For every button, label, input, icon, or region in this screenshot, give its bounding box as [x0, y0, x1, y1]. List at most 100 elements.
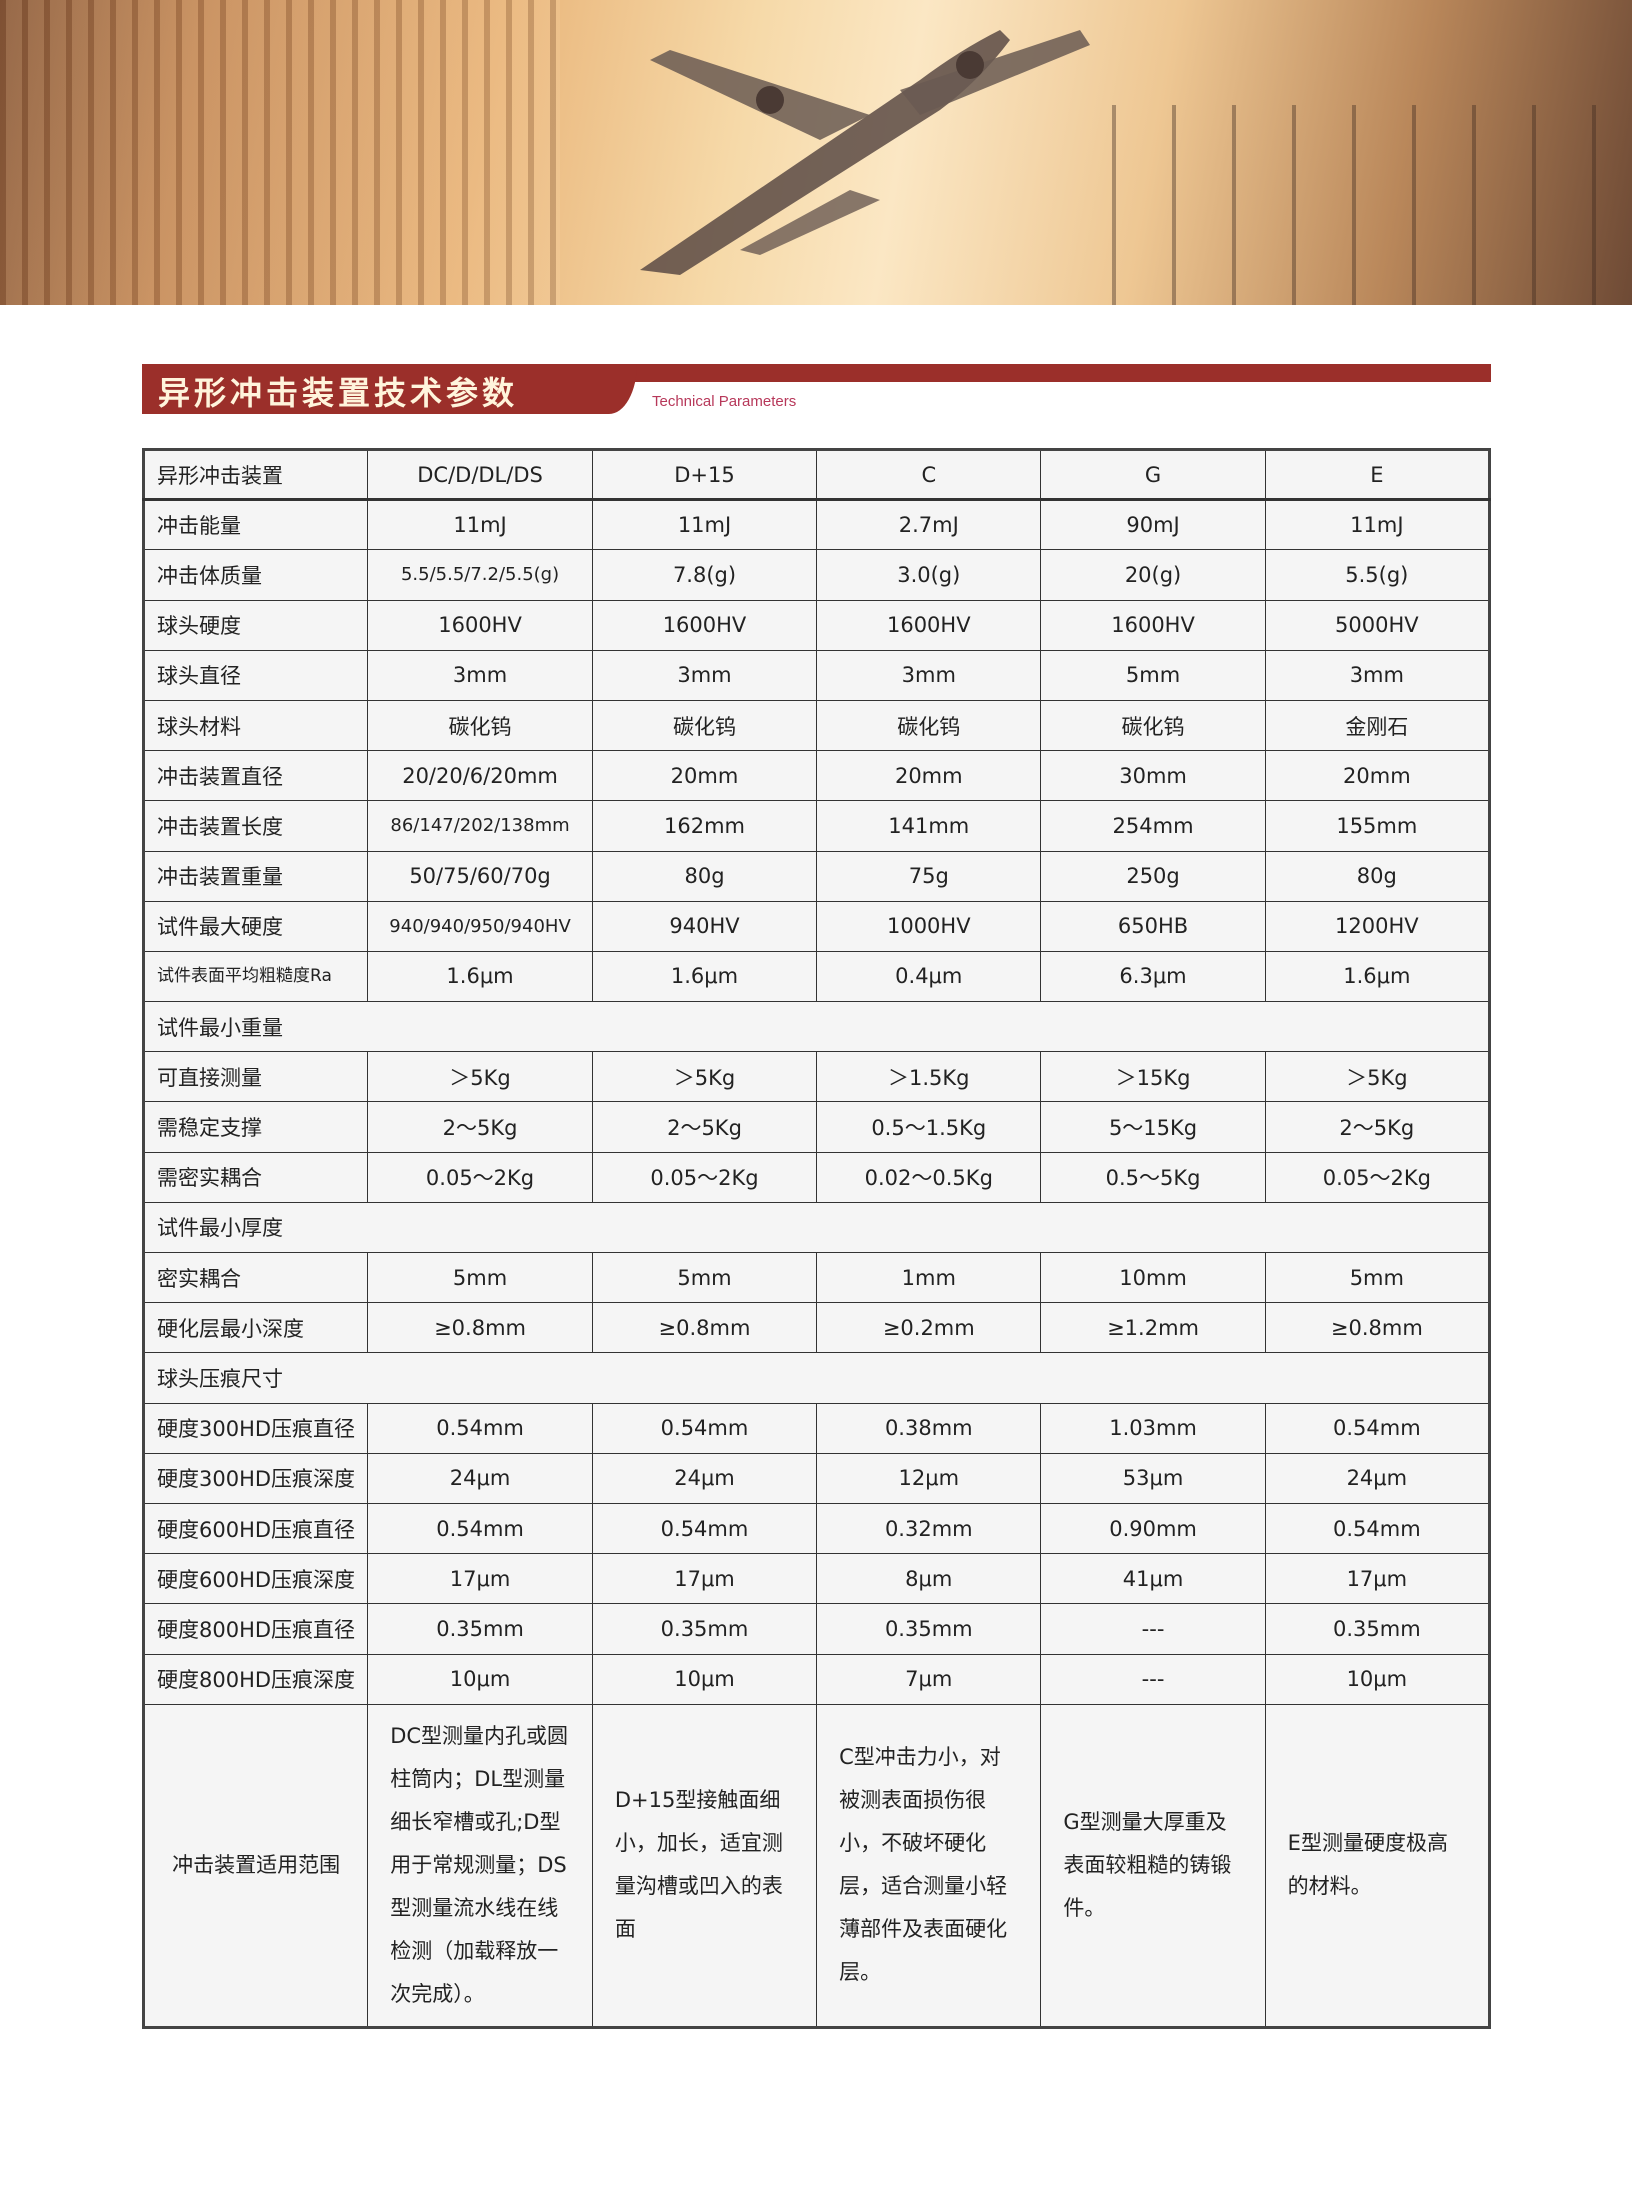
title-tab: [142, 364, 637, 414]
table-row: 冲击体质量 5.5/5.5/7.2/5.5(g) 7.8(g) 3.0(g) 20(g)…: [142, 549, 1491, 601]
page-subtitle: Technical Parameters: [652, 393, 797, 410]
value-cell: ＞5Kg: [367, 1051, 593, 1103]
table-row: 试件最大硬度 940/940/950/940HV 940HV 1000HV 650HB 1…: [142, 900, 1491, 952]
value-cell: 53μm: [1040, 1452, 1266, 1504]
port-cranes: [1112, 105, 1632, 305]
row-label: 需密实耦合: [142, 1151, 369, 1203]
table-row: 冲击装置长度 86/147/202/138mm 162mm 141mm 254mm 155…: [142, 800, 1491, 852]
value-cell: 11mJ: [591, 499, 818, 551]
value-cell: 940/940/950/940HV: [367, 900, 593, 952]
value-cell: 0.05～2Kg: [591, 1151, 818, 1203]
row-label: 可直接测量: [142, 1051, 369, 1103]
page-title: 异形冲击装置技术参数: [158, 374, 519, 412]
table-row: 硬度800HD压痕深度 10μm 10μm 7μm --- 10μm: [142, 1653, 1491, 1705]
value-cell: 5.5(g): [1264, 549, 1491, 601]
value-cell: 0.54mm: [591, 1502, 818, 1555]
value-cell: 10μm: [367, 1653, 593, 1705]
value-cell: 3mm: [816, 649, 1042, 701]
value-cell: ≥0.2mm: [816, 1302, 1042, 1354]
value-cell: 24μm: [591, 1452, 818, 1504]
container-stripes: [0, 0, 560, 305]
value-cell: 0.35mm: [1264, 1603, 1491, 1655]
row-label: 球头硬度: [142, 599, 369, 651]
value-cell: 1600HV: [591, 599, 818, 651]
value-cell: 0.05～2Kg: [367, 1151, 593, 1203]
value-cell: 2.7mJ: [816, 499, 1042, 551]
header-cell: 异形冲击装置: [142, 448, 369, 502]
value-cell: 0.35mm: [816, 1603, 1042, 1655]
value-cell: 3.0(g): [816, 549, 1042, 601]
value-cell: 3mm: [591, 649, 818, 701]
usage-cell: C型冲击力小，对被测表面损伤很小，不破坏硬化层，适合测量小轻薄部件及表面硬化层。: [816, 1703, 1042, 2028]
value-cell: 162mm: [591, 800, 818, 852]
row-label: 密实耦合: [142, 1251, 369, 1304]
value-cell: 75g: [816, 850, 1042, 902]
row-label: 需稳定支撑: [142, 1101, 369, 1153]
table-row: 球头硬度 1600HV 1600HV 1600HV 1600HV 5000HV: [142, 599, 1491, 651]
value-cell: ＞5Kg: [591, 1051, 818, 1103]
value-cell: 0.38mm: [816, 1402, 1042, 1454]
table-row: 硬化层最小深度 ≥0.8mm ≥0.8mm ≥0.2mm ≥1.2mm ≥0.8mm: [142, 1302, 1491, 1354]
value-cell: 3mm: [367, 649, 593, 701]
value-cell: 1600HV: [367, 599, 593, 651]
value-cell: 0.35mm: [367, 1603, 593, 1655]
value-cell: 5mm: [591, 1251, 818, 1304]
table-header-row: 异形冲击装置 DC/D/DL/DS D+15 C G E: [142, 448, 1491, 502]
table-row: 冲击装置重量 50/75/60/70g 80g 75g 250g 80g: [142, 850, 1491, 902]
header-cell: E: [1264, 448, 1491, 502]
value-cell: 1200HV: [1264, 900, 1491, 952]
row-label: 硬度300HD压痕深度: [142, 1452, 369, 1504]
value-cell: 1.6μm: [591, 950, 818, 1003]
value-cell: 0.54mm: [591, 1402, 818, 1454]
usage-cell: DC型测量内孔或圆柱筒内；DL型测量细长窄槽或孔;D型用于常规测量；DS型测量流…: [367, 1703, 593, 2028]
value-cell: 0.35mm: [591, 1603, 818, 1655]
table-row: 冲击装置直径 20/20/6/20mm 20mm 20mm 30mm 20mm: [142, 750, 1491, 802]
value-cell: 0.54mm: [367, 1502, 593, 1555]
value-cell: 5mm: [1040, 649, 1266, 701]
table-row: 需稳定支撑 2～5Kg 2～5Kg 0.5～1.5Kg 5～15Kg 2～5Kg: [142, 1101, 1491, 1153]
row-label: 试件最大硬度: [142, 900, 369, 952]
table-row: 硬度600HD压痕深度 17μm 17μm 8μm 41μm 17μm: [142, 1553, 1491, 1605]
value-cell: 10mm: [1040, 1251, 1266, 1304]
section-row: 试件最小厚度: [143, 1201, 1490, 1254]
value-cell: 24μm: [1264, 1452, 1491, 1504]
usage-cell: E型测量硬度极高的材料。: [1264, 1703, 1491, 2028]
value-cell: 17μm: [367, 1553, 593, 1605]
value-cell: ＞15Kg: [1040, 1051, 1266, 1103]
row-label: 冲击装置重量: [142, 850, 369, 902]
header-banner-image: [0, 0, 1632, 305]
value-cell: 24μm: [367, 1452, 593, 1504]
value-cell: 20mm: [591, 750, 818, 802]
value-cell: 250g: [1040, 850, 1266, 902]
section-label: 球头压痕尺寸: [143, 1352, 1490, 1404]
table-row: 试件表面平均粗糙度Ra 1.6μm 1.6μm 0.4μm 6.3μm 1.6μm: [142, 950, 1491, 1003]
value-cell: 1600HV: [1040, 599, 1266, 651]
value-cell: 0.90mm: [1040, 1502, 1266, 1555]
value-cell: 11mJ: [1264, 499, 1491, 551]
value-cell: ≥1.2mm: [1040, 1302, 1266, 1354]
value-cell: 0.54mm: [367, 1402, 593, 1454]
value-cell: 17μm: [1264, 1553, 1491, 1605]
value-cell: 8μm: [816, 1553, 1042, 1605]
table-row: 硬度300HD压痕直径 0.54mm 0.54mm 0.38mm 1.03mm 0.54m…: [142, 1402, 1491, 1454]
value-cell: 254mm: [1040, 800, 1266, 852]
value-cell: 20/20/6/20mm: [367, 750, 593, 802]
value-cell: 141mm: [816, 800, 1042, 852]
table-row: 硬度800HD压痕直径 0.35mm 0.35mm 0.35mm --- 0.35mm: [142, 1603, 1491, 1655]
value-cell: 碳化钨: [591, 699, 818, 752]
value-cell: 0.05～2Kg: [1264, 1151, 1491, 1203]
value-cell: 1.6μm: [1264, 950, 1491, 1003]
value-cell: 0.4μm: [816, 950, 1042, 1003]
value-cell: 碳化钨: [1040, 699, 1266, 752]
parameters-table: 异形冲击装置 DC/D/DL/DS D+15 C G E 冲击能量 11mJ 11mJ 2.7mJ…: [142, 448, 1491, 2029]
value-cell: 5mm: [1264, 1251, 1491, 1304]
value-cell: 5000HV: [1264, 599, 1491, 651]
value-cell: 5～15Kg: [1040, 1101, 1266, 1153]
row-label: 球头材料: [142, 699, 369, 752]
value-cell: 1.6μm: [367, 950, 593, 1003]
value-cell: 41μm: [1040, 1553, 1266, 1605]
value-cell: 650HB: [1040, 900, 1266, 952]
table-row: 硬度600HD压痕直径 0.54mm 0.54mm 0.32mm 0.90mm 0.54m…: [142, 1502, 1491, 1555]
value-cell: ≥0.8mm: [1264, 1302, 1491, 1354]
value-cell: 1000HV: [816, 900, 1042, 952]
